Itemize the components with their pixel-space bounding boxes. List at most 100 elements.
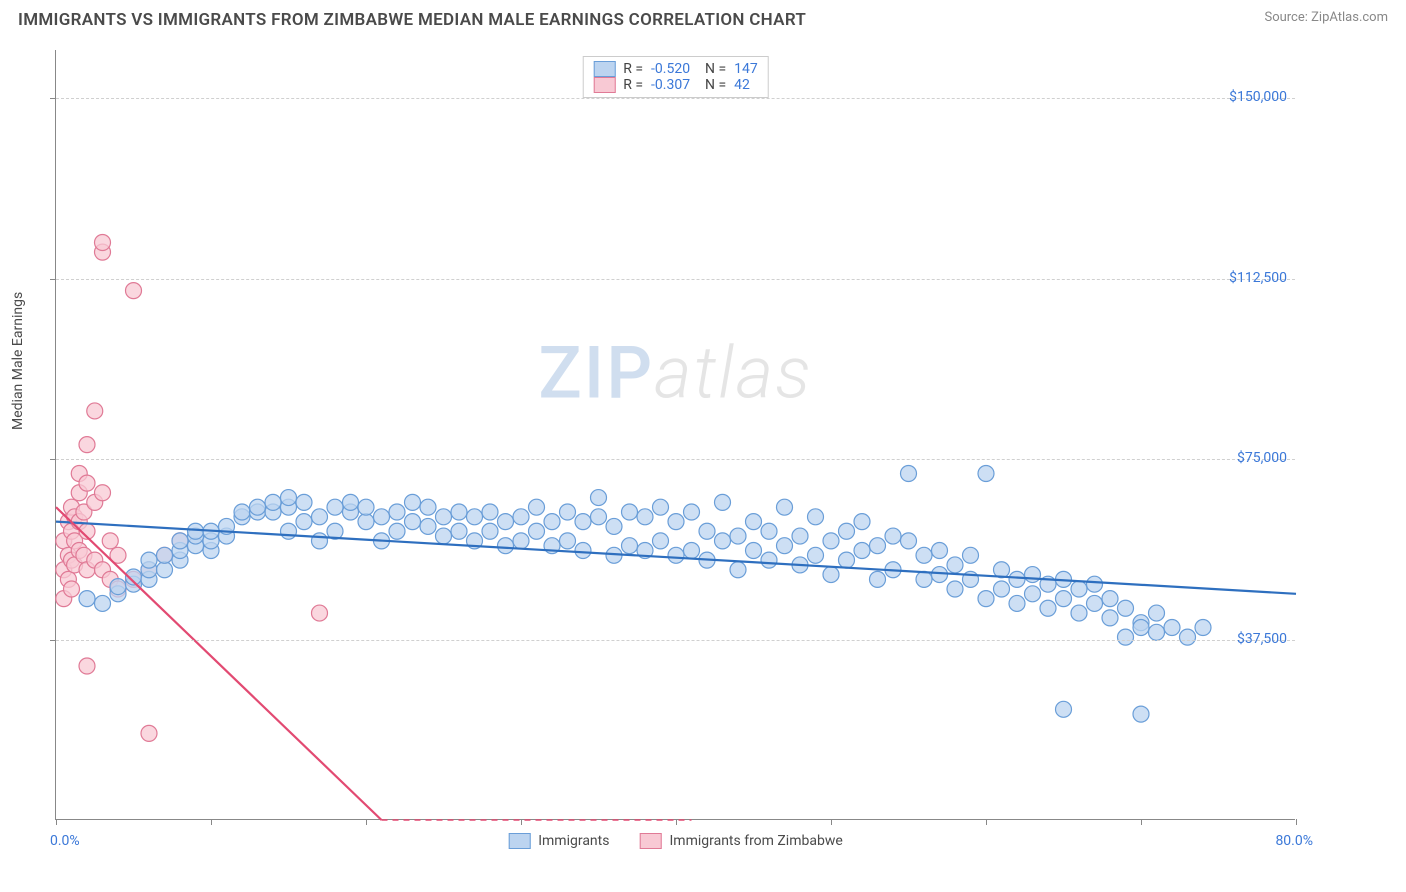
data-point-immigrants (358, 514, 374, 530)
data-point-immigrants (498, 538, 514, 554)
data-point-immigrants (730, 562, 746, 578)
data-point-immigrants (188, 523, 204, 539)
data-point-immigrants (591, 509, 607, 525)
y-axis-label: Median Male Earnings (10, 292, 26, 430)
data-point-immigrants (420, 518, 436, 534)
data-point-immigrants (637, 509, 653, 525)
data-point-immigrants (901, 466, 917, 482)
data-point-immigrants (482, 523, 498, 539)
data-point-immigrants (901, 533, 917, 549)
data-point-immigrants (978, 466, 994, 482)
data-point-zimbabwe (95, 235, 111, 251)
data-point-zimbabwe (126, 283, 142, 299)
data-point-immigrants (296, 494, 312, 510)
data-point-immigrants (823, 533, 839, 549)
data-point-immigrants (1025, 567, 1041, 583)
data-point-zimbabwe (87, 403, 103, 419)
series-legend: Immigrants Immigrants from Zimbabwe (508, 833, 843, 849)
data-point-immigrants (312, 533, 328, 549)
data-point-immigrants (1149, 605, 1165, 621)
data-point-immigrants (792, 528, 808, 544)
swatch-immigrants-bottom (508, 833, 530, 849)
data-point-immigrants (870, 571, 886, 587)
legend-label-zimbabwe: Immigrants from Zimbabwe (669, 833, 842, 849)
gridline (56, 640, 1295, 641)
data-point-immigrants (1009, 571, 1025, 587)
data-point-immigrants (79, 591, 95, 607)
data-point-zimbabwe (79, 658, 95, 674)
data-point-immigrants (932, 567, 948, 583)
source-attribution: Source: ZipAtlas.com (1264, 10, 1388, 25)
stats-legend: R = -0.520 N = 147 R = -0.307 N = 42 (582, 56, 769, 98)
data-point-zimbabwe (79, 475, 95, 491)
data-point-immigrants (947, 557, 963, 573)
data-point-immigrants (715, 494, 731, 510)
data-point-immigrants (498, 514, 514, 530)
data-point-immigrants (157, 562, 173, 578)
data-point-immigrants (963, 547, 979, 563)
stats-row-immigrants: R = -0.520 N = 147 (593, 61, 758, 77)
legend-label-immigrants: Immigrants (538, 833, 609, 849)
data-point-immigrants (1164, 620, 1180, 636)
data-point-immigrants (358, 499, 374, 515)
legend-item-zimbabwe: Immigrants from Zimbabwe (639, 833, 842, 849)
gridline (56, 98, 1295, 99)
data-point-immigrants (1071, 605, 1087, 621)
data-point-immigrants (234, 504, 250, 520)
swatch-immigrants (593, 61, 615, 77)
data-point-immigrants (95, 595, 111, 611)
data-point-immigrants (560, 533, 576, 549)
y-tick-label: $112,500 (1229, 270, 1287, 286)
scatter-svg (56, 50, 1295, 819)
data-point-immigrants (281, 490, 297, 506)
data-point-immigrants (1133, 706, 1149, 722)
data-point-immigrants (296, 514, 312, 530)
data-point-immigrants (451, 523, 467, 539)
data-point-immigrants (343, 494, 359, 510)
data-point-immigrants (622, 504, 638, 520)
data-point-immigrants (591, 490, 607, 506)
data-point-immigrants (110, 579, 126, 595)
data-point-immigrants (668, 547, 684, 563)
gridline (56, 279, 1295, 280)
data-point-immigrants (777, 538, 793, 554)
data-point-immigrants (374, 509, 390, 525)
data-point-immigrants (405, 514, 421, 530)
data-point-immigrants (885, 528, 901, 544)
data-point-immigrants (1025, 586, 1041, 602)
x-axis-min: 0.0% (50, 833, 80, 849)
data-point-immigrants (513, 533, 529, 549)
data-point-zimbabwe (64, 581, 80, 597)
data-point-immigrants (994, 581, 1010, 597)
n-value-immigrants: 147 (734, 61, 758, 77)
data-point-immigrants (653, 499, 669, 515)
data-point-immigrants (730, 528, 746, 544)
x-axis-max: 80.0% (1275, 833, 1313, 849)
data-point-immigrants (1102, 591, 1118, 607)
data-point-immigrants (854, 514, 870, 530)
data-point-immigrants (684, 504, 700, 520)
y-tick-label: $37,500 (1237, 631, 1287, 647)
data-point-immigrants (1040, 600, 1056, 616)
data-point-zimbabwe (79, 437, 95, 453)
swatch-zimbabwe-bottom (639, 833, 661, 849)
data-point-immigrants (482, 504, 498, 520)
data-point-immigrants (668, 514, 684, 530)
data-point-immigrants (777, 499, 793, 515)
data-point-immigrants (932, 543, 948, 559)
data-point-immigrants (436, 528, 452, 544)
data-point-immigrants (761, 523, 777, 539)
chart-title: IMMIGRANTS VS IMMIGRANTS FROM ZIMBABWE M… (18, 10, 806, 30)
data-point-immigrants (761, 552, 777, 568)
data-point-immigrants (839, 552, 855, 568)
n-value-zimbabwe: 42 (734, 77, 750, 93)
data-point-immigrants (575, 514, 591, 530)
data-point-immigrants (606, 518, 622, 534)
data-point-immigrants (405, 494, 421, 510)
data-point-immigrants (684, 543, 700, 559)
data-point-immigrants (746, 543, 762, 559)
data-point-immigrants (839, 523, 855, 539)
data-point-immigrants (436, 509, 452, 525)
data-point-immigrants (1087, 595, 1103, 611)
data-point-immigrants (746, 514, 762, 530)
